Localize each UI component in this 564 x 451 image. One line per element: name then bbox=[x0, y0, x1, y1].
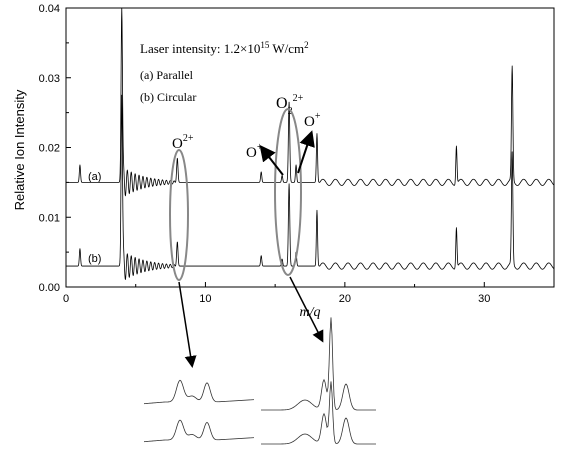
x-tick-label: 10 bbox=[199, 293, 211, 305]
annotation-o2-2plus-subscript: 2 bbox=[288, 106, 293, 117]
annotation-oplus-right-symbol: O bbox=[304, 114, 315, 130]
legend-title-unit: W/cm bbox=[269, 41, 304, 56]
magnified-insets bbox=[143, 317, 376, 445]
legend-title: Laser intensity: 1.2×1015 W/cm2 bbox=[140, 40, 309, 56]
y-tick-label: 0.04 bbox=[39, 3, 60, 15]
series-label-b: (b) bbox=[88, 253, 101, 265]
annotation-oplus-left-charge: + bbox=[257, 142, 263, 153]
inset-o2-2plus-parallel bbox=[261, 317, 376, 411]
series-trace-a bbox=[65, 7, 555, 197]
highlight-ellipse-o2-2plus bbox=[274, 108, 302, 276]
annotation-o2-2plus-charge: 2+ bbox=[293, 93, 304, 104]
series-label-a: (a) bbox=[88, 171, 101, 183]
annotation-o-2plus-symbol: O bbox=[172, 136, 183, 152]
axis-ticks: 0 10 20 30 0.00 0.01 0.02 0.03 0.04 bbox=[39, 3, 555, 305]
series-traces bbox=[65, 7, 555, 280]
y-tick-label: 0.02 bbox=[39, 143, 60, 155]
x-tick-label: 20 bbox=[339, 293, 351, 305]
legend-title-main: Laser intensity: 1.2×10 bbox=[140, 41, 260, 56]
annotation-o-2plus-charge: 2+ bbox=[183, 133, 194, 144]
y-tick-label: 0.01 bbox=[39, 212, 60, 224]
highlight-ellipse-o2plus bbox=[169, 149, 189, 281]
annotation-o2-2plus-symbol: O bbox=[276, 95, 288, 112]
legend-title-unit-exponent: 2 bbox=[304, 40, 309, 50]
annotation-oplus-left-symbol: O bbox=[246, 145, 257, 161]
legend-entry-parallel: (a) Parallel bbox=[140, 68, 194, 82]
x-tick-label: 0 bbox=[63, 293, 69, 305]
y-tick-label: 0.00 bbox=[39, 282, 60, 294]
y-axis-label: Relative Ion Intensity bbox=[12, 89, 27, 210]
series-trace-b bbox=[65, 94, 555, 280]
inset-o2plus-parallel bbox=[143, 379, 255, 405]
y-tick-label: 0.03 bbox=[39, 73, 60, 85]
x-axis-label: m/q bbox=[300, 305, 321, 320]
annotation-oplus-left: O+ bbox=[246, 142, 263, 161]
inset-o2plus-circular bbox=[143, 419, 255, 443]
annotation-o2-2plus: O22+ bbox=[276, 93, 304, 117]
arrow-oplus-left bbox=[259, 144, 284, 176]
annotation-oplus-right: O+ bbox=[304, 111, 321, 130]
annotation-oplus-right-charge: + bbox=[315, 111, 321, 122]
arrow-zoom-o2plus bbox=[178, 281, 197, 368]
legend-entry-circular: (b) Circular bbox=[140, 90, 196, 104]
x-tick-label: 30 bbox=[478, 293, 490, 305]
annotation-o-2plus: O2+ bbox=[172, 133, 194, 152]
legend-title-exponent: 15 bbox=[260, 40, 270, 50]
arrow-zoom-o2-2plus bbox=[289, 276, 324, 343]
inset-o2-2plus-circular bbox=[261, 381, 376, 445]
legend: Laser intensity: 1.2×1015 W/cm2 (a) Para… bbox=[140, 40, 309, 104]
arrow-oplus-right bbox=[297, 130, 315, 174]
